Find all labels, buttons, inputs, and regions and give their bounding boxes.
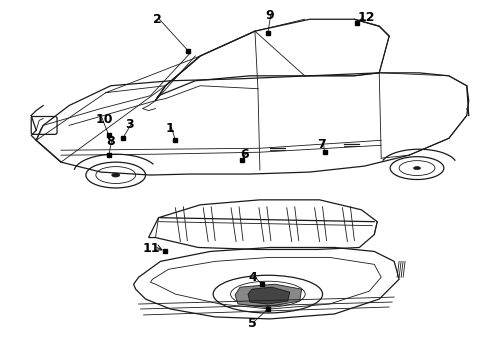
Text: 8: 8 — [106, 135, 115, 148]
Text: 11: 11 — [143, 242, 160, 255]
Polygon shape — [235, 284, 302, 307]
Text: 3: 3 — [125, 118, 134, 131]
Text: 12: 12 — [357, 11, 375, 24]
Text: 10: 10 — [96, 113, 113, 126]
Ellipse shape — [414, 167, 420, 170]
Text: 6: 6 — [240, 148, 248, 161]
Text: 9: 9 — [265, 9, 273, 22]
Text: 7: 7 — [318, 138, 326, 151]
Ellipse shape — [112, 173, 120, 177]
Text: 1: 1 — [166, 122, 174, 135]
Polygon shape — [248, 287, 290, 304]
Text: 4: 4 — [248, 271, 257, 284]
Text: 5: 5 — [248, 317, 257, 330]
Text: 2: 2 — [152, 13, 161, 26]
